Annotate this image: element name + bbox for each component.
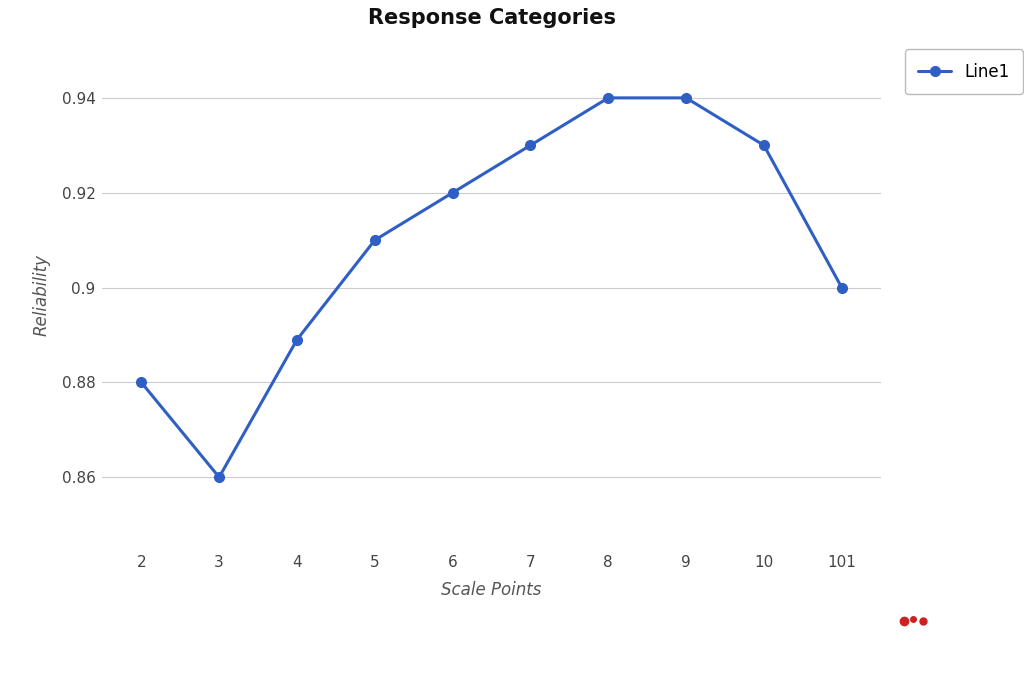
Line1 [680, 94, 692, 102]
Line: Line1: Line1 [136, 93, 847, 482]
Title: Response Categories: Response Categories [368, 8, 615, 28]
Line1 [758, 141, 770, 150]
Line1 [446, 189, 459, 197]
Text: envisia: envisia [866, 635, 988, 664]
Y-axis label: Reliability: Reliability [33, 253, 50, 335]
Line1 [602, 94, 614, 102]
Legend: Line1: Line1 [904, 49, 1023, 94]
Line1 [213, 473, 225, 482]
Line1 [291, 335, 303, 344]
Line1 [836, 283, 848, 292]
Line1 [135, 378, 147, 387]
X-axis label: Scale Points: Scale Points [441, 581, 542, 600]
Line1 [524, 141, 537, 150]
Line1 [369, 236, 381, 245]
